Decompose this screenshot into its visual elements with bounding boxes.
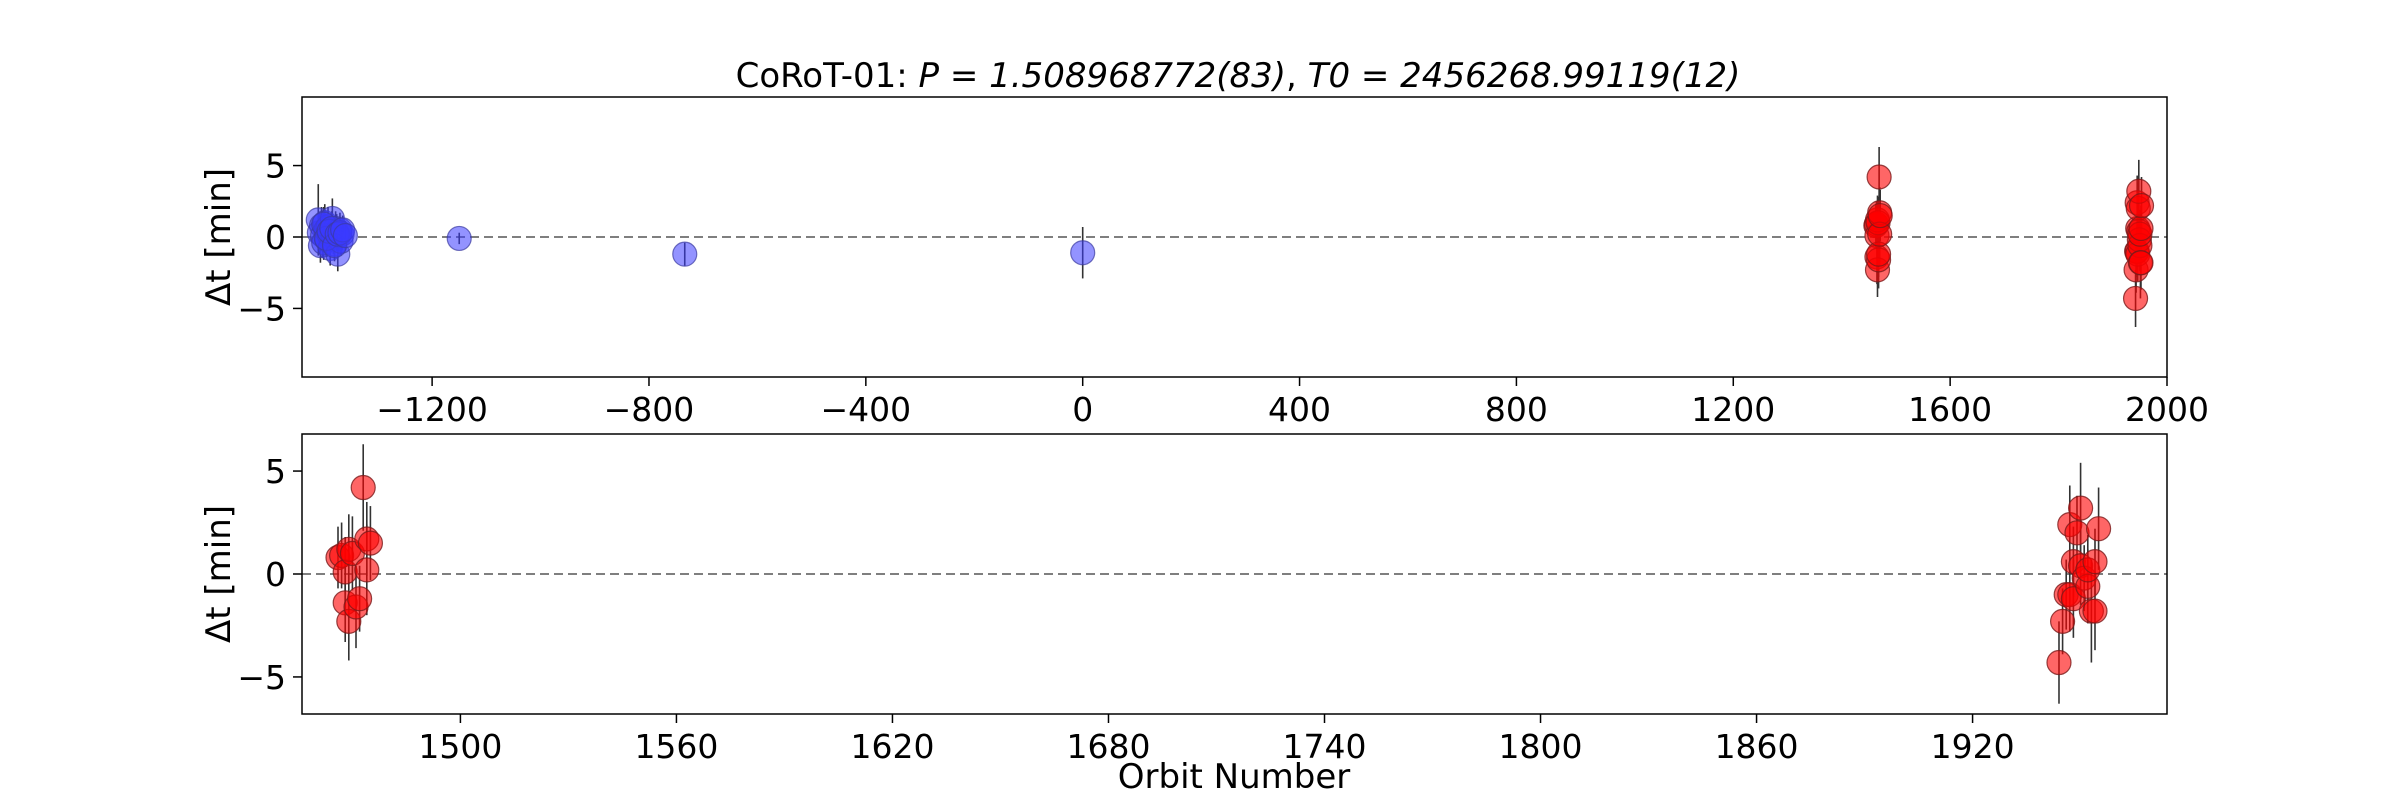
top-x-ticks: −1200 −800 −400 0 400 800 1200 1600 2000 xyxy=(376,377,2209,429)
bottom-red-data-point xyxy=(354,557,380,583)
top-y-tick-label: 0 xyxy=(265,218,286,257)
title-epoch: T0 = 2456268.99119(12) xyxy=(1308,56,1741,96)
bottom-y-tick-label: 0 xyxy=(265,555,286,594)
bottom-x-tick-label: 1500 xyxy=(418,727,502,766)
top-red-data-point xyxy=(2128,250,2154,276)
bottom-y-tick-label: 5 xyxy=(265,452,286,491)
bottom-y-ticks: 5 0 −5 xyxy=(237,452,302,697)
top-blue-data-point xyxy=(446,225,472,252)
bottom-data-points xyxy=(325,474,2112,676)
bottom-red-data-point xyxy=(357,530,384,556)
bottom-red-data-point xyxy=(2067,495,2094,521)
bottom-red-data-point xyxy=(347,586,373,612)
top-data-points xyxy=(305,164,2155,312)
top-x-tick-label: −800 xyxy=(604,390,695,429)
top-blue-data-point xyxy=(672,241,698,267)
top-red-data-point xyxy=(2128,192,2155,219)
bottom-x-tick-label: 1560 xyxy=(634,727,718,766)
bottom-red-data-point xyxy=(2064,520,2090,546)
top-x-tick-label: −400 xyxy=(821,390,912,429)
top-red-data-point xyxy=(2122,285,2149,312)
top-x-tick-label: 1200 xyxy=(1691,390,1775,429)
bottom-y-axis-label: Δt [min] xyxy=(199,505,239,643)
bottom-y-tick-label: −5 xyxy=(237,658,286,697)
top-x-tick-label: 800 xyxy=(1485,390,1548,429)
bottom-red-data-point xyxy=(2049,608,2076,634)
top-red-data-point xyxy=(1866,164,1892,190)
top-y-ticks: 5 0 −5 xyxy=(237,147,302,328)
top-red-data-point xyxy=(2128,215,2154,242)
top-x-tick-label: 2000 xyxy=(2125,390,2209,429)
top-panel: −1200 −800 −400 0 400 800 1200 1600 2000 5 0 −5 Δt… xyxy=(199,96,2209,429)
top-x-tick-label: 1600 xyxy=(1908,390,1992,429)
bottom-x-tick-label: 1800 xyxy=(1499,727,1583,766)
bottom-red-data-point xyxy=(2082,549,2108,575)
bottom-red-data-point xyxy=(2085,516,2112,542)
top-blue-data-point xyxy=(1070,240,1096,266)
top-x-tick-label: −1200 xyxy=(376,390,488,429)
top-y-tick-label: 5 xyxy=(265,147,286,186)
bottom-x-tick-label: 1920 xyxy=(1931,727,2015,766)
bottom-panel: 1500 1560 1620 1680 1740 1800 1860 1920 5 0 −5 Δt… xyxy=(199,433,2168,797)
bottom-red-data-point xyxy=(2082,598,2108,624)
chart-title: CoRoT-01: P = 1.508968772(83), T0 = 2456… xyxy=(736,56,1741,96)
top-x-tick-label: 0 xyxy=(1072,390,1093,429)
bottom-x-ticks: 1500 1560 1620 1680 1740 1800 1860 1920 xyxy=(418,714,2015,766)
top-y-axis-label: Δt [min] xyxy=(199,168,239,306)
title-period: P = 1.508968772(83) xyxy=(919,56,1287,96)
title-separator: , xyxy=(1286,56,1308,96)
top-blue-data-point xyxy=(332,222,358,249)
bottom-x-tick-label: 1860 xyxy=(1715,727,1799,766)
top-red-data-point xyxy=(1867,202,1893,229)
top-x-tick-label: 400 xyxy=(1268,390,1331,429)
bottom-x-tick-label: 1620 xyxy=(850,727,934,766)
bottom-red-data-point xyxy=(2046,649,2072,676)
x-axis-label: Orbit Number xyxy=(1118,757,1351,797)
title-prefix: CoRoT-01: xyxy=(736,56,919,96)
bottom-red-data-point xyxy=(350,474,376,501)
bottom-x-tick-label: 1680 xyxy=(1066,727,1150,766)
top-y-tick-label: −5 xyxy=(237,289,286,328)
bottom-x-tick-label: 1740 xyxy=(1283,727,1367,766)
